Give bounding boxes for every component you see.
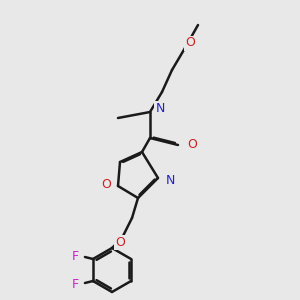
Text: N: N xyxy=(155,101,165,115)
Text: F: F xyxy=(71,278,79,290)
Text: O: O xyxy=(187,139,197,152)
Text: N: N xyxy=(165,173,175,187)
Text: O: O xyxy=(185,37,195,50)
Text: O: O xyxy=(101,178,111,190)
Text: F: F xyxy=(71,250,79,262)
Text: O: O xyxy=(115,236,125,248)
